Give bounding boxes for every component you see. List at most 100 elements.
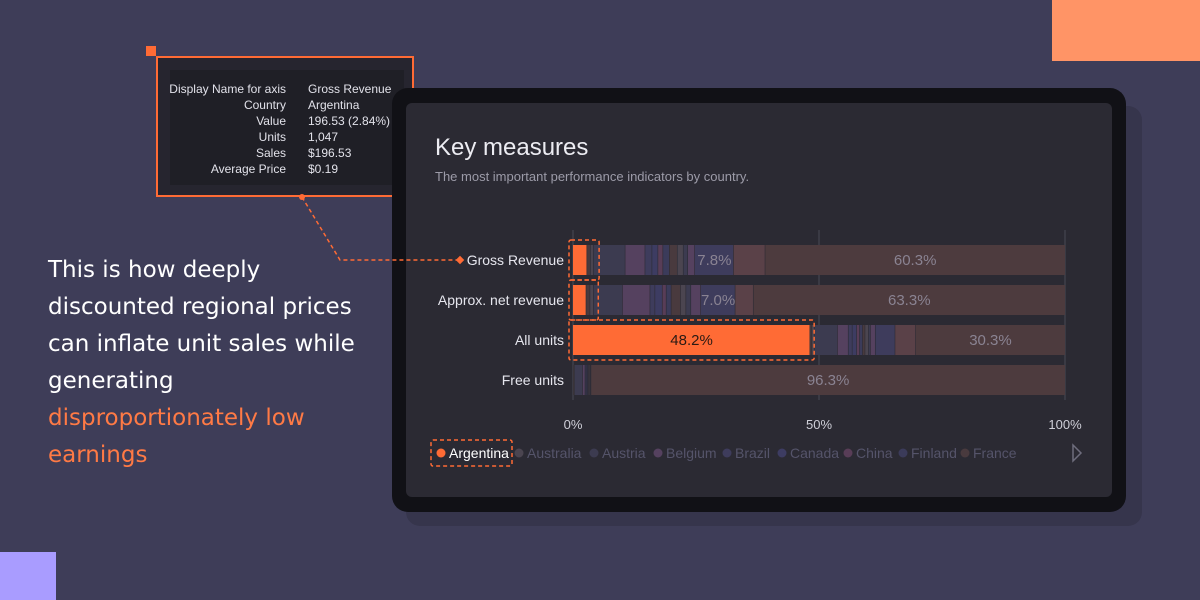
bar-segment xyxy=(915,325,1065,355)
bar-segment xyxy=(870,325,875,355)
x-tick-label: 50% xyxy=(806,417,832,432)
y-category-label: All units xyxy=(515,332,564,348)
tooltip-row-value: Value 196.53 (2.84%) xyxy=(170,114,404,130)
y-category-label: Gross Revenue xyxy=(467,252,564,268)
tooltip-value: $196.53 xyxy=(308,146,352,160)
bar-segment xyxy=(652,245,658,275)
tooltip-value: Argentina xyxy=(308,98,360,112)
tooltip-corner-top-left xyxy=(146,46,156,56)
legend-item: Belgium xyxy=(666,445,717,461)
bar-segment xyxy=(733,245,765,275)
corner-accent-orange xyxy=(1052,0,1200,61)
legend-swatch xyxy=(653,448,663,458)
headline-highlight: disproportionately low earnings xyxy=(48,405,305,468)
bar-segment-argentina xyxy=(573,285,586,315)
bar-segment xyxy=(865,325,869,355)
bar-segment xyxy=(645,245,652,275)
legend-swatch xyxy=(514,448,524,458)
bar-segment xyxy=(662,285,666,315)
bar-segment xyxy=(683,245,688,275)
bar-segment xyxy=(650,285,655,315)
legend-swatch xyxy=(589,448,599,458)
bar-segment xyxy=(574,365,583,395)
bar-segment xyxy=(663,245,670,275)
data-label: 48.2% xyxy=(670,332,713,349)
data-label: 96.3% xyxy=(807,372,850,389)
bar-segment xyxy=(677,245,683,275)
bar-segment xyxy=(590,245,593,275)
highlight-outline xyxy=(568,319,815,361)
bar-segment xyxy=(686,285,691,315)
tooltip-label: Average Price xyxy=(210,162,286,176)
tooltip-row-units: Units 1,047 xyxy=(170,130,404,146)
tooltip-row-average-price: Average Price $0.19 xyxy=(170,162,404,178)
chart-title: Key measures xyxy=(435,134,589,161)
bar-segment xyxy=(586,285,590,315)
legend-next-arrow-icon[interactable] xyxy=(1072,443,1083,463)
bar-segment xyxy=(666,285,671,315)
bar-segment xyxy=(593,245,625,275)
tooltip-label: Value xyxy=(256,114,286,128)
legend-item: Canada xyxy=(790,445,839,461)
y-category-label: Approx. net revenue xyxy=(438,292,564,308)
bar-segment xyxy=(848,325,852,355)
bar-segment xyxy=(591,365,1065,395)
tooltip-label: Sales xyxy=(255,146,286,160)
bar-segment xyxy=(753,285,1065,315)
tooltip-value: Gross Revenue xyxy=(308,82,392,96)
tooltip-value: 1,047 xyxy=(308,130,339,144)
bar-segment xyxy=(671,285,681,315)
bar-segment xyxy=(687,245,695,275)
legend-item: Finland xyxy=(911,445,957,461)
legend-swatch xyxy=(436,448,446,458)
x-tick-label: 100% xyxy=(1048,417,1082,432)
highlight-outline xyxy=(568,239,600,281)
bar-segment xyxy=(622,285,650,315)
bar-segment xyxy=(810,325,812,355)
bar-segment xyxy=(587,245,590,275)
data-label: 63.3% xyxy=(888,292,931,309)
tooltip-label: Display Name for axis xyxy=(169,82,286,96)
bar-segment xyxy=(837,325,848,355)
bar-segment xyxy=(895,325,916,355)
chart-subtitle: The most important performance indicator… xyxy=(435,169,750,184)
bar-segment xyxy=(862,325,865,355)
bar-segment xyxy=(658,245,663,275)
bar-segment xyxy=(625,245,645,275)
legend-item: Argentina xyxy=(449,445,509,461)
bar-segment xyxy=(680,285,686,315)
x-tick-label: 0% xyxy=(564,417,583,432)
tooltip-row-axis: Display Name for axis Gross Revenue xyxy=(169,82,404,98)
tooltip-value: 196.53 (2.84%) xyxy=(308,114,391,128)
bar-segment-argentina xyxy=(573,245,587,275)
tooltip-panel: Display Name for axis Gross Revenue Coun… xyxy=(169,70,404,185)
highlight-outline xyxy=(568,279,600,321)
data-label: 7.0% xyxy=(701,292,735,309)
data-label: 60.3% xyxy=(894,252,937,269)
legend-item: Australia xyxy=(527,445,582,461)
bar-segment xyxy=(691,285,701,315)
y-category-label: Free units xyxy=(502,372,564,388)
data-label: 30.3% xyxy=(969,332,1012,349)
legend-item: France xyxy=(973,445,1017,461)
headline-main: This is how deeply discounted regional p… xyxy=(48,257,355,394)
bar-segment xyxy=(765,245,1065,275)
legend-swatch xyxy=(843,448,853,458)
tooltip-row-sales: Sales $196.53 xyxy=(170,146,404,162)
legend-item: Austria xyxy=(602,445,646,461)
tooltip-row-country: Country Argentina xyxy=(170,98,404,114)
data-label: 7.8% xyxy=(697,252,731,269)
legend-swatch xyxy=(722,448,732,458)
bar-segment-argentina xyxy=(573,325,810,355)
legend-swatch xyxy=(960,448,970,458)
tooltip-label: Units xyxy=(258,130,286,144)
bar-segment xyxy=(875,325,895,355)
bar-segment xyxy=(590,285,594,315)
bar-segment xyxy=(669,245,677,275)
legend-item: Brazil xyxy=(735,445,770,461)
tooltip-label: Country xyxy=(243,98,286,112)
bar-segment xyxy=(700,285,735,315)
bar-segment xyxy=(852,325,857,355)
bar-segment xyxy=(735,285,753,315)
